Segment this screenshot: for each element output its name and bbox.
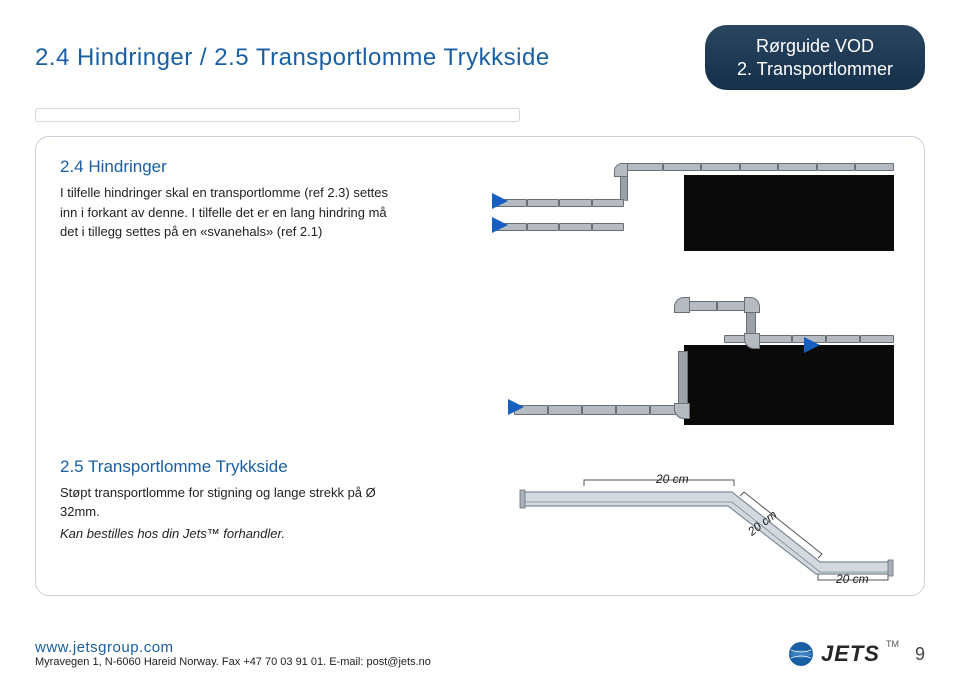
section-24-body: I tilfelle hindringer skal en transportl… — [60, 183, 390, 242]
title-underline — [35, 108, 520, 122]
footer-url: www.jetsgroup.com — [35, 639, 431, 656]
page-footer: www.jetsgroup.com Myravegen 1, N-6060 Ha… — [35, 639, 925, 668]
dimension-label: 20 cm — [836, 572, 869, 586]
flow-arrow-icon — [508, 399, 524, 415]
dimension-label: 20 cm — [656, 472, 689, 486]
diagram-obstacle-long — [494, 297, 894, 427]
flow-arrow-icon — [492, 193, 508, 209]
jets-logo: JETS TM — [787, 640, 899, 668]
logo-tm: TM — [886, 639, 899, 649]
flow-arrow-icon — [492, 217, 508, 233]
chapter-badge: Rørguide VOD 2. Transportlommer — [705, 25, 925, 90]
badge-line1: Rørguide VOD — [731, 35, 899, 58]
logo-text: JETS — [821, 641, 880, 667]
globe-icon — [787, 640, 815, 668]
page-title: 2.4 Hindringer / 2.5 Transportlomme Tryk… — [35, 44, 550, 72]
content-frame: 2.4 Hindringer I tilfelle hindringer ska… — [35, 136, 925, 596]
section-25-body: Støpt transportlomme for stigning og lan… — [60, 483, 390, 522]
flow-arrow-icon — [804, 337, 820, 353]
section-25-note: Kan bestilles hos din Jets™ forhandler. — [60, 524, 390, 544]
diagram-obstacle-short — [494, 157, 894, 262]
diagram-cast-transport-pocket: 20 cm 20 cm 20 cm — [504, 472, 894, 592]
page-number: 9 — [915, 644, 925, 665]
badge-line2: 2. Transportlommer — [731, 58, 899, 81]
footer-address: Myravegen 1, N-6060 Hareid Norway. Fax +… — [35, 656, 431, 668]
